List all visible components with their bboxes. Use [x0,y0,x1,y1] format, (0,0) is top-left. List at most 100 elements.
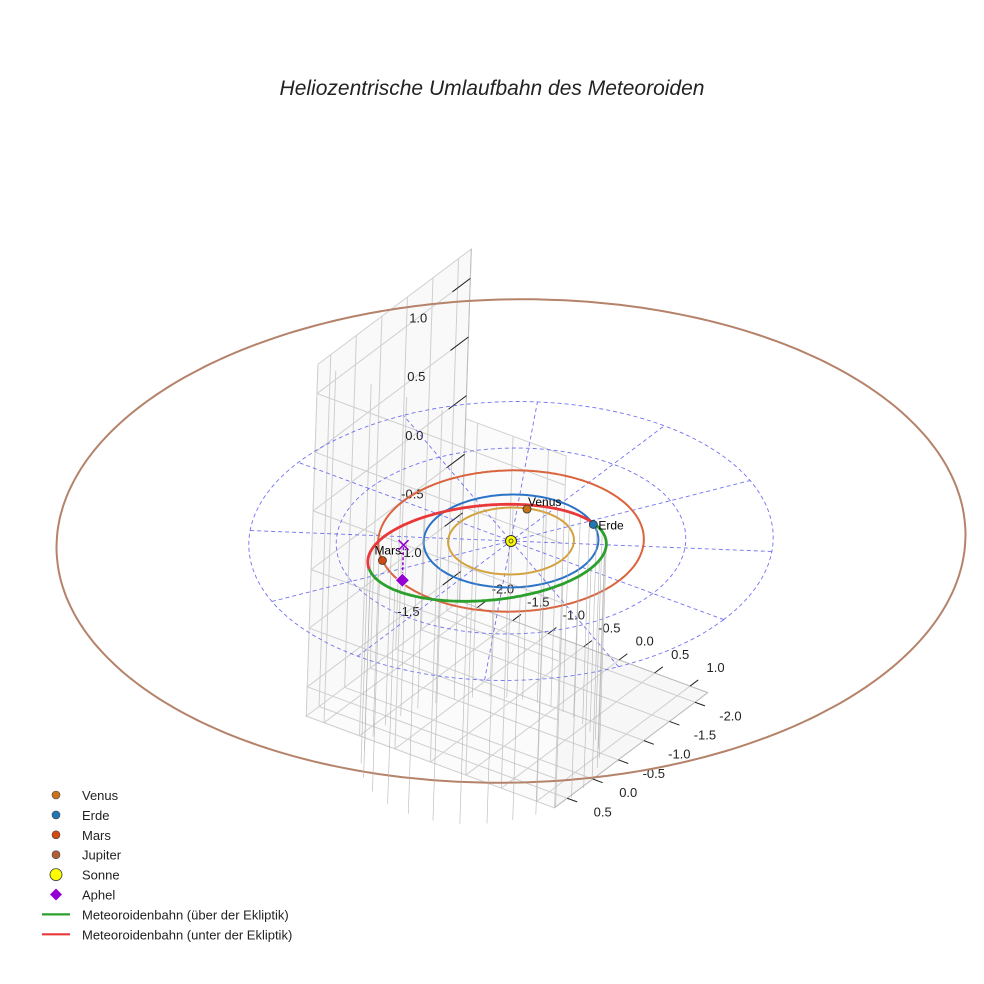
meteoroid-orbit-above [367,523,608,603]
x-tick-label: -1.5 [527,594,549,609]
x-tick-mark [618,653,628,661]
grid-line-x [394,396,408,749]
orbit-drop-line [385,531,393,726]
legend-label-mars: Mars [82,828,111,843]
x-tick-mark [689,679,699,687]
y-tick-mark [643,740,654,745]
orbit-drop-line [598,545,607,759]
sun-marker [505,535,517,547]
grid-line-x [323,607,478,724]
orbit-drop-line [596,552,605,768]
grid-line-x [429,410,443,762]
grid-line-y [344,335,357,688]
y-tick-label: -1.5 [694,728,716,743]
legend-label-erde: Erde [82,808,109,823]
grid-line-x [500,672,655,789]
y-tick-mark [618,759,629,764]
planet-label-venus: Venus [528,495,561,509]
x-tick-mark [654,666,664,674]
orbit-drop-line [591,560,600,778]
planet-label-mars: Mars [374,544,401,558]
legend-marker-venus [51,790,61,800]
legend-marker-aphel [50,888,62,901]
orbit-drop-line [372,540,380,737]
grid-line-z [312,395,467,512]
grid-line-y [318,354,332,707]
grid-line-z [309,627,558,721]
x-tick-label: -2.0 [492,581,514,596]
orbit-drop-line [486,599,495,824]
grid-line-y [420,277,434,630]
legend-marker-sonne [49,868,63,881]
legend-label-aphel: Aphel [82,888,115,903]
grid-line-y [421,629,670,722]
planet-marker-erde [588,520,598,529]
legend-label-meteoroidenbahn-ber-der-ekliptik: Meteoroidenbahn (über der Ekliptik) [82,907,289,922]
orbit-drop-line [417,517,425,709]
grid-line-z [316,277,471,394]
y-tick-label: 0.0 [619,785,637,800]
orbit-drop-line [573,515,581,718]
orbit-jupiter [55,298,967,784]
legend-label-jupiter: Jupiter [82,848,122,863]
z-axis-line [459,249,472,601]
planet-marker-venus [522,504,532,514]
orbit-drop-line [550,508,558,707]
chart-title: Heliozentrische Umlaufbahn des Meteoroid… [280,77,705,100]
legend-label-sonne: Sonne [82,868,120,883]
grid-line-z [308,512,463,629]
grid-line-x [359,383,372,736]
legend-marker-erde [51,810,61,820]
orbit-drop-line [432,600,441,821]
x-tick-label: 0.0 [636,634,654,649]
legend-marker-jupiter [51,850,61,860]
grid-line-y [446,610,696,703]
z-tick-mark [446,453,465,469]
grid-line-z [311,569,560,662]
grid-line-x [394,633,549,750]
y-tick-mark [592,778,603,784]
x-tick-mark [477,600,486,608]
z-tick-mark [448,395,467,410]
aphelion-marker [394,572,410,588]
y-tick-label: -1.0 [668,747,690,762]
x-tick-label: 0.5 [671,647,689,662]
grid-line-y [370,667,619,761]
orbit-mars [377,469,645,613]
grid-line-x [536,685,691,802]
y-tick-mark [669,720,680,726]
y-tick-mark [567,797,578,803]
grid-line-x [465,423,479,776]
grid-line-y [369,316,383,669]
z-tick-label: 0.5 [407,369,425,384]
z-tick-label: -1.5 [397,604,419,619]
grid-line-x [359,620,514,737]
orbit-drop-line [583,568,592,788]
grid-line-z [306,571,461,688]
orbit-drop-line [372,581,380,792]
legend-label-venus: Venus [82,788,119,803]
orbit-drop-line [571,576,580,798]
y-tick-label: -2.0 [719,708,741,723]
y-tick-label: 0.5 [594,804,612,819]
orbit-drop-line [459,601,468,824]
z-tick-label: 0.0 [405,428,423,443]
aphelion-cross-marker [397,539,410,551]
orbit-drop-line [400,523,408,717]
orbit-drop-line [535,590,544,815]
orbit-drop-line [453,508,461,700]
orbit-drop-line [364,550,372,750]
orbit-drop-line [555,583,564,807]
x-tick-label: 1.0 [707,660,725,675]
orbit-drop-line [582,520,590,725]
orbit-drop-line [512,596,521,821]
orbit-drop-line [360,560,369,764]
orbit-drop-line [387,589,396,804]
z-tick-mark [442,571,461,586]
orbit-drop-line [594,531,603,740]
meteoroid-orbit-below [366,502,571,570]
orbit-drop-line [407,596,416,814]
grid-line-y [446,258,460,611]
planet-marker-mars [378,556,387,565]
